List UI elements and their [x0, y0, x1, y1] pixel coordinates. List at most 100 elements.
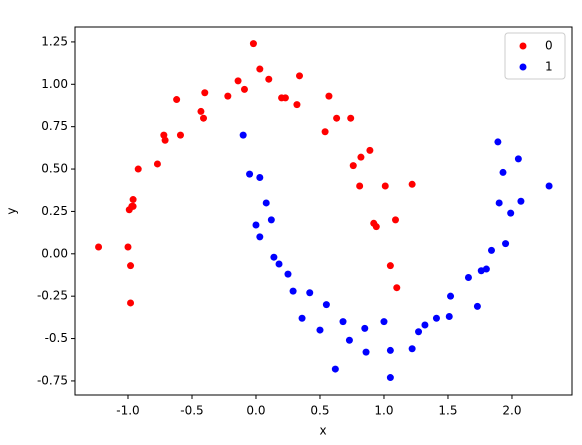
- point: [265, 75, 273, 83]
- y-tick-label: 1.00: [41, 77, 68, 91]
- point: [124, 243, 132, 251]
- y-tick-label: 0.75: [41, 119, 68, 133]
- point: [347, 114, 355, 122]
- y-tick-label: -0.75: [37, 373, 68, 387]
- legend-label: 0: [545, 39, 553, 53]
- point: [447, 292, 455, 300]
- point: [275, 260, 283, 268]
- point: [345, 336, 353, 344]
- x-tick-label: 0.0: [246, 404, 265, 418]
- y-tick-label: 0.50: [41, 162, 68, 176]
- point: [380, 318, 388, 326]
- x-tick-label: -0.5: [180, 404, 203, 418]
- point: [415, 328, 423, 336]
- y-tick-label: 0.00: [41, 246, 68, 260]
- point: [246, 170, 254, 178]
- point: [393, 284, 401, 292]
- point: [252, 221, 260, 229]
- point: [127, 262, 135, 270]
- point: [381, 182, 389, 190]
- point: [256, 174, 264, 182]
- point: [322, 301, 330, 309]
- point: [391, 216, 399, 224]
- point: [127, 299, 135, 307]
- point: [249, 40, 257, 48]
- y-tick-label: -0.5: [45, 331, 68, 345]
- point: [298, 314, 306, 322]
- point: [477, 267, 485, 275]
- point: [421, 321, 429, 329]
- plot-frame: [74, 26, 573, 396]
- point: [197, 107, 205, 115]
- point: [408, 345, 416, 353]
- legend-marker: [519, 63, 527, 71]
- point: [545, 182, 553, 190]
- point: [386, 346, 394, 354]
- x-tick-label: 1.5: [438, 404, 457, 418]
- point: [502, 240, 510, 248]
- point: [357, 153, 365, 161]
- point: [487, 246, 495, 254]
- point: [432, 314, 440, 322]
- point: [128, 202, 136, 210]
- point: [200, 114, 208, 122]
- point: [321, 128, 329, 136]
- point: [262, 199, 270, 207]
- point: [445, 313, 453, 321]
- point: [201, 89, 209, 97]
- point: [494, 138, 502, 146]
- point: [514, 155, 522, 163]
- point: [331, 365, 339, 373]
- point: [134, 165, 142, 173]
- legend-label: 1: [545, 60, 553, 74]
- point: [176, 131, 184, 139]
- x-tick-label: 1.0: [374, 404, 393, 418]
- point: [386, 262, 394, 270]
- x-axis-label: x: [319, 424, 326, 438]
- y-axis-label: y: [5, 207, 19, 214]
- point: [356, 182, 364, 190]
- point: [349, 162, 357, 170]
- point: [129, 196, 137, 204]
- point: [296, 72, 304, 80]
- point: [517, 197, 525, 205]
- point: [339, 318, 347, 326]
- point: [95, 243, 103, 251]
- point: [386, 374, 394, 382]
- point: [293, 101, 301, 109]
- x-tick-label: 0.5: [310, 404, 329, 418]
- point: [224, 92, 232, 100]
- point: [161, 136, 169, 144]
- legend-marker: [519, 42, 527, 50]
- point: [361, 324, 369, 332]
- point: [173, 96, 181, 104]
- point: [362, 348, 370, 356]
- point: [153, 160, 161, 168]
- y-tick-label: 1.25: [41, 34, 68, 48]
- legend: [504, 32, 566, 80]
- point: [256, 65, 264, 73]
- point: [473, 302, 481, 310]
- point: [239, 131, 247, 139]
- point: [333, 114, 341, 122]
- point: [408, 180, 416, 188]
- point: [306, 289, 314, 297]
- point: [240, 85, 248, 93]
- point: [366, 146, 374, 154]
- y-tick-label: 0.25: [41, 204, 68, 218]
- point: [464, 274, 472, 282]
- point: [325, 92, 333, 100]
- x-tick-label: 2.0: [502, 404, 521, 418]
- point: [507, 209, 515, 217]
- point: [267, 216, 275, 224]
- y-tick-label: -0.25: [37, 289, 68, 303]
- point: [372, 223, 380, 231]
- point: [316, 326, 324, 334]
- x-tick-label: -1.0: [116, 404, 139, 418]
- point: [234, 77, 242, 85]
- point: [495, 199, 503, 207]
- point: [284, 270, 292, 278]
- point: [281, 94, 289, 102]
- point: [270, 253, 278, 261]
